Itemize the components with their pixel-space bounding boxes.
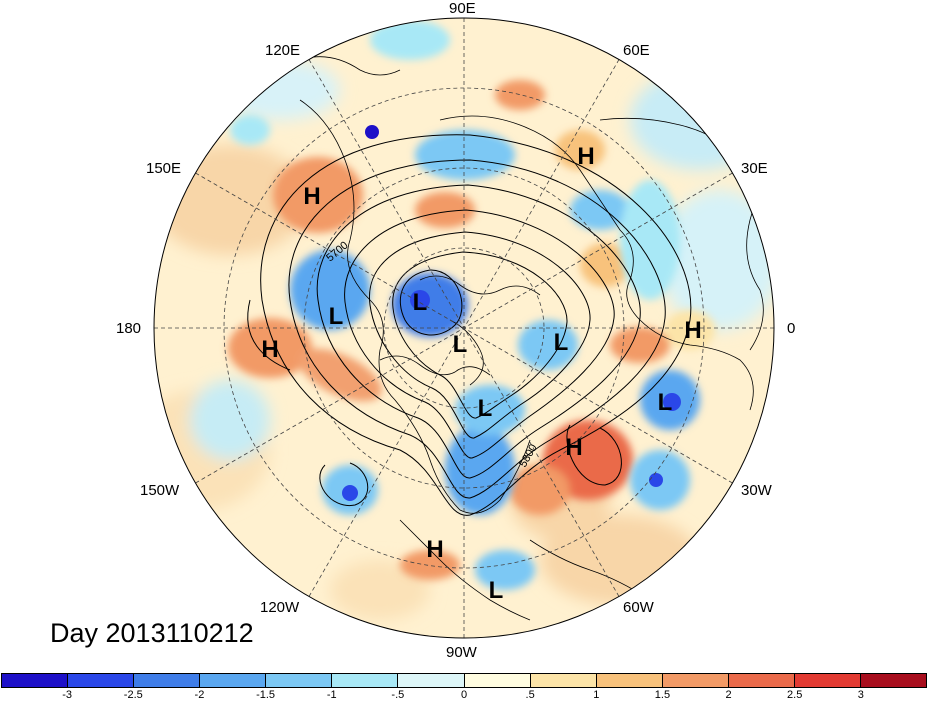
high-pressure-center: H	[303, 183, 320, 210]
lon-label-60e: 60E	[623, 42, 650, 59]
colorbar-tick-label: 1.5	[654, 689, 671, 701]
lon-label-30w: 30W	[741, 482, 772, 499]
colorbar-swatches	[1, 673, 927, 688]
colorbar-tick-label: 0	[460, 689, 468, 701]
colorbar-tick-label: 1	[593, 689, 600, 701]
colorbar-swatch	[2, 674, 69, 687]
colorbar-swatch	[861, 674, 927, 687]
high-pressure-center: H	[426, 536, 443, 563]
colorbar-tick-label: 2.5	[787, 689, 803, 701]
height-contours	[247, 134, 692, 516]
colorbar-tick-label: .5	[525, 689, 535, 701]
map-title: Day 2013110212	[50, 618, 254, 648]
lon-label-90w: 90W	[446, 644, 477, 661]
lon-label-0: 0	[787, 320, 796, 337]
colorbar-swatch	[464, 674, 531, 687]
colorbar-tick-label: -3	[62, 689, 73, 701]
colorbar-swatch	[68, 674, 135, 687]
colorbar-tick-label: -2	[194, 689, 205, 701]
high-pressure-center: H	[684, 317, 701, 344]
lon-label-120w: 120W	[260, 599, 300, 616]
colorbar-tick-label: 3	[857, 689, 864, 701]
colorbar: -3 -2.5 -2 -1.5 -1 -.5 0 .5 1 1.5 2 2.5 3	[0, 673, 928, 702]
lon-label-180: 180	[116, 320, 142, 337]
colorbar-swatch	[596, 674, 663, 687]
lon-label-120e: 120E	[265, 42, 301, 59]
low-pressure-center: L	[453, 331, 468, 358]
colorbar-tick-label: -2.5	[123, 689, 143, 701]
graticule	[154, 18, 774, 638]
colorbar-swatch	[200, 674, 267, 687]
lon-label-150e: 150E	[146, 160, 182, 177]
coastlines	[299, 56, 764, 621]
colorbar-swatch	[530, 674, 597, 687]
colorbar-swatch	[728, 674, 795, 687]
lon-label-60w: 60W	[623, 599, 654, 616]
colorbar-tick-label: 2	[725, 689, 732, 701]
colorbar-tick-label: -1	[326, 689, 337, 701]
map-boundary	[153, 17, 775, 639]
low-pressure-center: L	[478, 395, 493, 422]
lon-label-90e: 90E	[449, 0, 476, 17]
low-pressure-center: L	[413, 289, 428, 316]
lon-label-30e: 30E	[741, 160, 768, 177]
colorbar-swatch	[398, 674, 465, 687]
low-pressure-center: L	[554, 329, 569, 356]
colorbar-swatch	[134, 674, 201, 687]
colorbar-swatch	[332, 674, 399, 687]
colorbar-swatch	[662, 674, 729, 687]
high-pressure-center: H	[261, 336, 278, 363]
colorbar-tick-label: -.5	[391, 689, 405, 701]
colorbar-swatch	[266, 674, 333, 687]
colorbar-swatch	[794, 674, 862, 687]
high-pressure-center: H	[565, 434, 582, 461]
pressure-centers: H H H H H H L L L L L L L	[261, 143, 701, 604]
anomaly-field	[154, 18, 774, 638]
low-pressure-center: L	[329, 303, 344, 330]
low-pressure-center: L	[489, 577, 504, 604]
lon-label-150w: 150W	[140, 482, 180, 499]
high-pressure-center: H	[577, 143, 594, 170]
low-pressure-center: L	[658, 389, 673, 416]
colorbar-tick-label: -1.5	[256, 689, 276, 701]
